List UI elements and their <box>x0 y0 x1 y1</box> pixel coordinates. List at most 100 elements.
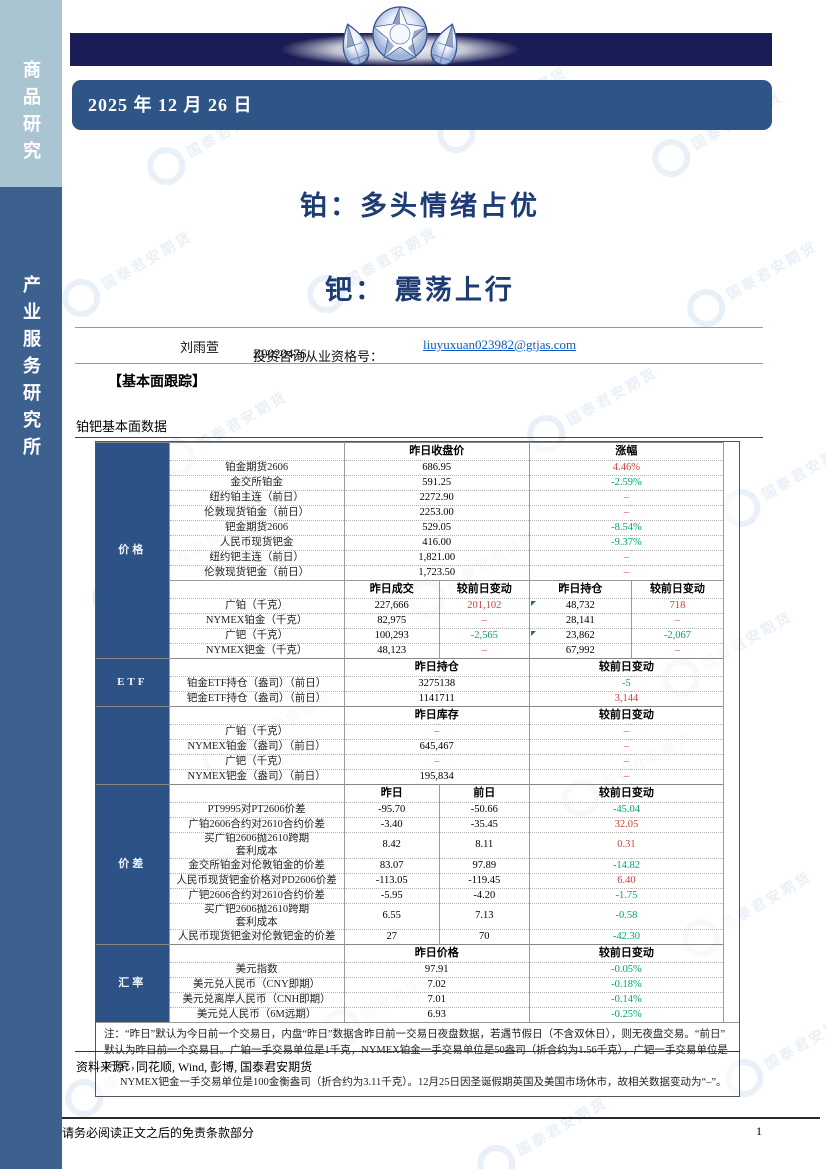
value-cell: – <box>631 643 725 659</box>
value-cell: 7.01 <box>344 992 530 1008</box>
row-label: 钯金ETF持仓（盎司）（前日） <box>169 691 345 707</box>
row-label: 买广钯2606抛2610跨期 套利成本 <box>169 903 345 930</box>
value-cell: 201,102 <box>439 598 530 614</box>
source-rule <box>75 1051 740 1052</box>
table-row: 人民币现货钯金 416.00 -9.37% <box>96 535 725 551</box>
table-row: 广铂（千克） 227,666 201,102 48,732 718 <box>96 598 725 614</box>
column-header: 较前日变动 <box>529 658 725 677</box>
row-label: NYMEX铂金（盎司）（前日） <box>169 739 345 755</box>
cell-comment-marker <box>530 601 536 606</box>
date-box: 2025 年 12 月 26 日 <box>72 80 772 130</box>
table-row: 广铂2606合约对2610合约价差 -3.40 -35.45 32.05 <box>96 817 725 833</box>
value-cell: -0.05% <box>529 962 725 978</box>
value-cell: -2,565 <box>439 628 530 644</box>
value-cell: -4.20 <box>439 888 530 904</box>
value-cell: 6.55 <box>344 903 440 930</box>
report-title-palladium: 钯： 震荡上行 <box>325 275 515 305</box>
value-cell: 6.40 <box>529 873 725 889</box>
table-row: 伦敦现货钯金（前日） 1,723.50– <box>96 565 725 581</box>
value-cell: 0.31 <box>529 831 725 859</box>
row-label: 钯金期货2606 <box>169 520 345 536</box>
author-email-link[interactable]: liuyuxuan023982@gtjas.com <box>423 337 577 352</box>
author-row: 刘雨萱 投资咨询从业资格号： Z0020476 liuyuxuan023982@g… <box>75 327 763 364</box>
row-label: 广铂（千克） <box>169 598 345 614</box>
disclaimer-text: 请务必阅读正文之后的免责条款部分 <box>62 1126 255 1140</box>
value-cell: – <box>529 565 725 581</box>
value-cell: 3,144 <box>529 691 725 707</box>
row-label: PT9995对PT2606价差 <box>169 802 345 818</box>
value-cell: – <box>529 739 725 755</box>
row-label: 纽约钯主连（前日） <box>169 550 345 566</box>
value-cell: 591.25 <box>344 475 530 491</box>
column-header: 较前日变动 <box>529 784 725 803</box>
value-cell: -45.04 <box>529 802 725 818</box>
value-cell: -14.82 <box>529 858 725 874</box>
section-label: 价格 <box>96 442 170 659</box>
row-label: 金交所铂金 <box>169 475 345 491</box>
label-header-cell <box>169 658 345 677</box>
value-cell: 70 <box>439 929 530 945</box>
table-row: 伦敦现货铂金（前日） 2253.00– <box>96 505 725 521</box>
value-cell: 718 <box>631 598 725 614</box>
sidebar-bottom-label: 产业服务研究所 <box>21 275 41 464</box>
row-label: 美元兑人民币（CNY即期） <box>169 977 345 993</box>
value-cell: 645,467 <box>344 739 530 755</box>
sidebar-bottom-band: 产业服务研究所 <box>0 187 62 1169</box>
author-name: 刘雨萱 <box>180 340 220 355</box>
row-label: 人民币现货钯金价格对PD2606价差 <box>169 873 345 889</box>
column-header: 昨日成交 <box>344 580 440 599</box>
watermark-text: 国泰君安期货 <box>759 439 826 504</box>
value-cell: – <box>439 643 530 659</box>
table-row: 人民币现货钯金对伦敦钯金的价差 27 70 -42.30 <box>96 929 725 945</box>
table-row: 铂金期货2606 686.95 4.46% <box>96 460 725 476</box>
value-cell: -35.45 <box>439 817 530 833</box>
value-cell: -0.18% <box>529 977 725 993</box>
value-cell: 529.05 <box>344 520 530 536</box>
sidebar: 商品研究 产业服务研究所 <box>0 0 62 1169</box>
value-cell: -8.54% <box>529 520 725 536</box>
value-cell: -50.66 <box>439 802 530 818</box>
value-cell: 1,723.50 <box>344 565 530 581</box>
column-header: 较前日变动 <box>529 706 725 725</box>
column-header: 昨日收盘价 <box>344 442 530 461</box>
value-cell: 6.93 <box>344 1007 530 1023</box>
value-cell: – <box>631 613 725 629</box>
value-cell: 27 <box>344 929 440 945</box>
value-cell: 416.00 <box>344 535 530 551</box>
value-cell: 1,821.00 <box>344 550 530 566</box>
column-header: 昨日持仓 <box>529 580 632 599</box>
value-cell: 3275138 <box>344 676 530 692</box>
license-label: 投资咨询从业资格号： <box>253 349 384 364</box>
label-header-cell <box>169 442 345 461</box>
table-row: 买广钯2606抛2610跨期 套利成本 6.55 7.13 -0.58 <box>96 903 725 930</box>
table-title: 铂钯基本面数据 <box>76 419 168 434</box>
row-label: 伦敦现货钯金（前日） <box>169 565 345 581</box>
value-cell: 4.46% <box>529 460 725 476</box>
value-cell: 83.07 <box>344 858 440 874</box>
row-label: 金交所铂金对伦敦铂金的价差 <box>169 858 345 874</box>
table-row: 美元兑人民币（CNY即期） 7.02 -0.18% <box>96 977 725 993</box>
value-cell: -95.70 <box>344 802 440 818</box>
table-row: 美元指数 97.91 -0.05% <box>96 962 725 978</box>
row-label: 纽约铂主连（前日） <box>169 490 345 506</box>
table-row: 广钯2606合约对2610合约价差 -5.95 -4.20 -1.75 <box>96 888 725 904</box>
footer-rule <box>62 1117 820 1119</box>
value-cell: – <box>529 490 725 506</box>
watermark-text: 国泰君安期货 <box>564 365 661 430</box>
label-header-cell <box>169 580 345 599</box>
report-date: 2025 年 12 月 26 日 <box>88 95 253 115</box>
value-cell: – <box>529 754 725 770</box>
page-number: 1 <box>756 1124 762 1138</box>
value-cell: – <box>344 724 530 740</box>
value-cell: -2,067 <box>631 628 725 644</box>
value-cell: -0.25% <box>529 1007 725 1023</box>
license-number: Z0020476 <box>253 346 307 361</box>
value-cell: 195,834 <box>344 769 530 785</box>
table-row: 买广铂2606抛2610跨期 套利成本 8.42 8.11 0.31 <box>96 831 725 859</box>
row-label: 广铂（千克） <box>169 724 345 740</box>
table-row: NYMEX铂金（千克） 82,975–28,141– <box>96 613 725 629</box>
row-label: 买广铂2606抛2610跨期 套利成本 <box>169 831 345 859</box>
value-cell: -2.59% <box>529 475 725 491</box>
watermark-logo-icon <box>470 1138 523 1169</box>
value-cell: 8.11 <box>439 831 530 859</box>
